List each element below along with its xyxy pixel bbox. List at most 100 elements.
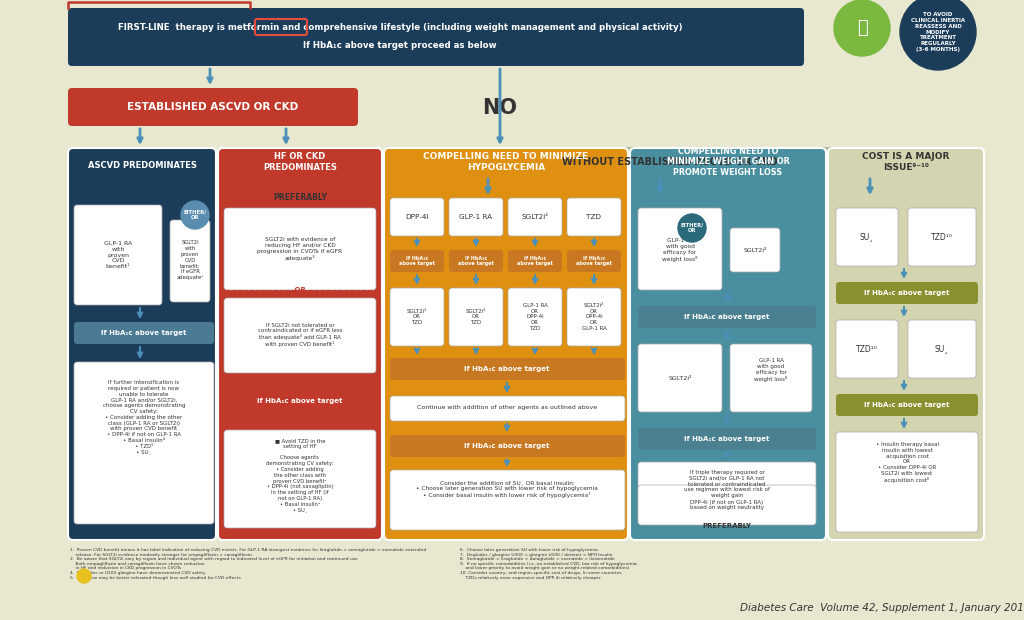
Text: DPP-4i: DPP-4i [406, 214, 429, 220]
Text: SGLT2i²
OR
TZD: SGLT2i² OR TZD [407, 309, 427, 326]
Circle shape [900, 0, 976, 70]
FancyBboxPatch shape [908, 320, 976, 378]
Text: SGLT2i²: SGLT2i² [743, 247, 767, 252]
FancyBboxPatch shape [68, 8, 804, 66]
Text: NO: NO [482, 98, 517, 118]
Text: PREFERABLY: PREFERABLY [273, 193, 327, 203]
FancyBboxPatch shape [390, 435, 625, 457]
Text: If HbA₁c above target: If HbA₁c above target [257, 398, 343, 404]
Text: SU¸: SU¸ [860, 232, 874, 242]
Text: HF OR CKD
PREDOMINATES: HF OR CKD PREDOMINATES [263, 153, 337, 172]
Text: If further intensification is
required or patient is now
unable to tolerate
GLP-: If further intensification is required o… [102, 380, 185, 454]
Text: EITHER/
OR: EITHER/ OR [680, 223, 703, 233]
Text: COST IS A MAJOR
ISSUE⁹⁻¹⁰: COST IS A MAJOR ISSUE⁹⁻¹⁰ [862, 153, 949, 172]
FancyBboxPatch shape [224, 390, 376, 412]
Text: If HbA₁c
above target: If HbA₁c above target [577, 255, 612, 267]
Text: If HbA₁c above target: If HbA₁c above target [464, 366, 550, 372]
FancyBboxPatch shape [224, 208, 376, 290]
FancyBboxPatch shape [836, 432, 978, 532]
Text: 6.  Choose later generation SU with lower risk of hypoglycemia
7.  Degludec / gl: 6. Choose later generation SU with lower… [460, 548, 638, 580]
Text: 1.  Proven CVD benefit means it has label indication of reducing CVD events. For: 1. Proven CVD benefit means it has label… [70, 548, 426, 580]
FancyBboxPatch shape [508, 288, 562, 346]
FancyBboxPatch shape [836, 208, 898, 266]
Text: GLP-1 RA
with good
efficacy for
weight loss⁸: GLP-1 RA with good efficacy for weight l… [755, 358, 787, 382]
Text: GLP-1 RA
with
proven
CVD
benefit¹: GLP-1 RA with proven CVD benefit¹ [103, 241, 132, 269]
FancyBboxPatch shape [390, 250, 444, 272]
Text: TZD¹⁰: TZD¹⁰ [931, 232, 953, 242]
Text: If HbA₁c above target: If HbA₁c above target [101, 330, 186, 336]
Text: COMPELLING NEED TO
MINIMIZE WEIGHT GAIN OR
PROMOTE WEIGHT LOSS: COMPELLING NEED TO MINIMIZE WEIGHT GAIN … [667, 147, 790, 177]
Text: If HbA₁c above target: If HbA₁c above target [864, 290, 949, 296]
FancyBboxPatch shape [384, 148, 628, 540]
Text: If HbA₁c
above target: If HbA₁c above target [399, 255, 435, 267]
FancyBboxPatch shape [74, 362, 214, 524]
FancyBboxPatch shape [836, 282, 978, 304]
FancyBboxPatch shape [449, 250, 503, 272]
Circle shape [77, 569, 91, 583]
Text: EITHER/
OR: EITHER/ OR [183, 210, 207, 220]
FancyBboxPatch shape [390, 396, 625, 421]
Text: OR: OR [292, 287, 308, 293]
FancyBboxPatch shape [224, 430, 376, 528]
Text: TZD: TZD [587, 214, 601, 220]
Text: If HbA₁c above target: If HbA₁c above target [684, 436, 770, 442]
Text: FIRST-LINE  therapy is metformin and comprehensive lifestyle (including weight m: FIRST-LINE therapy is metformin and comp… [118, 22, 682, 32]
Text: ⬤: ⬤ [848, 16, 876, 41]
Text: SGLT2i²
OR
TZD: SGLT2i² OR TZD [466, 309, 486, 326]
FancyBboxPatch shape [638, 208, 722, 290]
Text: PREFERABLY: PREFERABLY [702, 523, 752, 529]
Text: SGLT2i²
OR
DPP-4i
OR
GLP-1 RA: SGLT2i² OR DPP-4i OR GLP-1 RA [582, 303, 606, 331]
Circle shape [678, 214, 706, 242]
Text: If HbA₁c above target: If HbA₁c above target [464, 443, 550, 449]
FancyBboxPatch shape [567, 288, 621, 346]
Text: SGLT2i
with
proven
CVD
benefit;
if eGFR
adequate²: SGLT2i with proven CVD benefit; if eGFR … [176, 240, 204, 280]
FancyBboxPatch shape [638, 428, 816, 450]
FancyBboxPatch shape [567, 250, 621, 272]
FancyBboxPatch shape [730, 344, 812, 412]
Text: Consider the addition of SU¸ OR basal insulin:
• Choose later generation SU with: Consider the addition of SU¸ OR basal in… [416, 480, 598, 498]
Text: If HbA₁c above target: If HbA₁c above target [684, 314, 770, 320]
Text: GLP-1 RA
with good
efficacy for
weight loss⁸: GLP-1 RA with good efficacy for weight l… [663, 238, 697, 262]
FancyBboxPatch shape [638, 344, 722, 412]
FancyBboxPatch shape [836, 394, 978, 416]
Text: If triple therapy required or
SGLT2i and/or GLP-1 RA not
tolerated or contraindi: If triple therapy required or SGLT2i and… [684, 470, 770, 498]
Text: DPP-4i (if not on GLP-1 RA)
based on weight neutrality: DPP-4i (if not on GLP-1 RA) based on wei… [690, 500, 764, 510]
FancyBboxPatch shape [828, 148, 984, 540]
Text: GLP-1 RA: GLP-1 RA [460, 214, 493, 220]
Text: ASCVD PREDOMINATES: ASCVD PREDOMINATES [88, 161, 197, 169]
Text: If HbA₁c above target proceed as below: If HbA₁c above target proceed as below [303, 42, 497, 50]
Text: SGLT2i²: SGLT2i² [669, 376, 692, 381]
Text: TO AVOID
CLINICAL INERTIA
REASSESS AND
MODIFY
TREATMENT
REGULARLY
(3-6 MONTHS): TO AVOID CLINICAL INERTIA REASSESS AND M… [911, 12, 965, 52]
FancyBboxPatch shape [390, 358, 625, 380]
Text: SGLT2i²: SGLT2i² [521, 214, 549, 220]
Circle shape [181, 201, 209, 229]
Text: • Insulin therapy basal
insulin with lowest
acquisition cost
OR
• Consider DPP-4: • Insulin therapy basal insulin with low… [876, 442, 939, 483]
Text: COMPELLING NEED TO MINIMIZE
HYPOGLYCEMIA: COMPELLING NEED TO MINIMIZE HYPOGLYCEMIA [424, 153, 589, 172]
FancyBboxPatch shape [224, 298, 376, 373]
FancyBboxPatch shape [390, 198, 444, 236]
FancyBboxPatch shape [630, 148, 826, 540]
FancyBboxPatch shape [74, 322, 214, 344]
FancyBboxPatch shape [908, 208, 976, 266]
FancyBboxPatch shape [638, 485, 816, 525]
Circle shape [834, 0, 890, 56]
FancyBboxPatch shape [508, 198, 562, 236]
FancyBboxPatch shape [449, 198, 503, 236]
FancyBboxPatch shape [390, 470, 625, 530]
FancyBboxPatch shape [385, 148, 955, 176]
FancyBboxPatch shape [638, 462, 816, 522]
FancyBboxPatch shape [508, 250, 562, 272]
Text: SGLT2i with evidence of
reducing HF and/or CKD
progression in CVOTs if eGFR
adeq: SGLT2i with evidence of reducing HF and/… [257, 237, 343, 261]
Text: SU¸: SU¸ [935, 345, 949, 353]
Text: If SGLT2i not tolerated or
contraindicated or if eGFR less
than adequate³ add GL: If SGLT2i not tolerated or contraindicat… [258, 322, 342, 347]
FancyBboxPatch shape [390, 288, 444, 346]
FancyBboxPatch shape [638, 306, 816, 328]
FancyBboxPatch shape [218, 148, 382, 540]
FancyBboxPatch shape [836, 320, 898, 378]
Text: If HbA₁c
above target: If HbA₁c above target [517, 255, 553, 267]
Text: Diabetes Care  Volume 42, Supplement 1, January 2019: Diabetes Care Volume 42, Supplement 1, J… [740, 603, 1024, 613]
Text: If HbA₁c
above target: If HbA₁c above target [458, 255, 494, 267]
FancyBboxPatch shape [730, 228, 780, 272]
FancyBboxPatch shape [68, 148, 216, 540]
Text: GLP-1 RA
OR
DPP-4i
OR
TZD: GLP-1 RA OR DPP-4i OR TZD [522, 303, 548, 331]
